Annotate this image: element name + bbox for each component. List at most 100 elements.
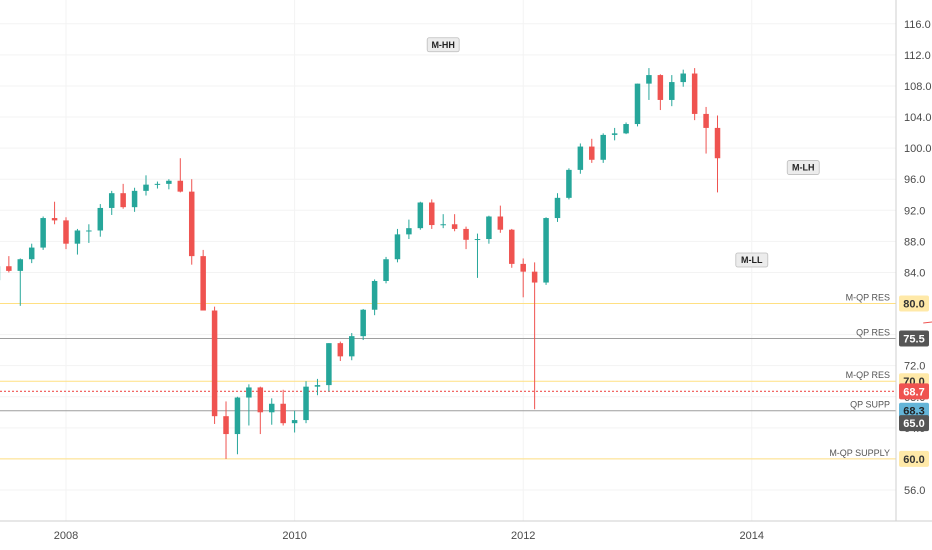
candle-body [246,387,252,398]
candle-body [543,218,549,283]
price-tag: 65.0 [903,418,924,430]
candle-body [394,234,401,260]
annotation-box [735,252,769,268]
y-tick-label: 72.0 [904,361,925,373]
axes [0,0,932,522]
candle-body [406,228,412,235]
price-tag-bg [899,330,929,347]
annotation-box [786,160,820,175]
price-tag-bg [899,383,929,400]
level-name: QP SUPP [850,400,890,410]
candle-body [440,224,446,226]
price-tag: 68.7 [903,386,924,398]
price-tag: 68.3 [903,406,924,418]
annotation-label: M-LL [741,255,763,265]
x-tick-label: 2012 [511,530,535,542]
price-tag: 80.0 [903,299,924,311]
candle-body [383,259,389,281]
y-tick-label: 104.0 [904,112,932,124]
candle-body [463,228,469,240]
drawings: M-HHM-LHM-LLM-LHM-LL [426,37,932,324]
x-tick-labels: 20082010201220142016201820202022 [54,530,764,542]
level-name: QP RES [856,327,890,337]
y-tick-label: 88.0 [904,236,925,248]
y-tick-label: 116.0 [904,19,931,31]
candle-body [74,230,81,244]
candle-body [120,193,126,208]
candle-body [314,385,321,387]
candle-body [657,75,664,100]
candle-body [28,247,35,260]
annotation-label: M-LH [792,163,815,173]
candle-body [669,82,675,100]
candle-body [486,216,492,240]
candle-body [691,73,698,114]
y-tick-label: 92.0 [904,205,925,217]
candle-body [417,202,424,229]
candle-body [554,197,561,219]
candle-body [166,180,172,184]
candle-body [223,416,229,435]
candle-body [291,420,298,424]
candle-body [680,73,686,83]
candle-body [234,397,241,435]
y-tick-label: 96.0 [904,174,925,186]
x-tick-label: 2010 [282,530,306,542]
candle-body [509,229,515,264]
price-tag-bg [899,402,929,419]
candle-body [451,224,458,229]
candle-body [63,220,69,244]
candle-body [177,180,184,192]
candle-body [280,403,286,424]
candle-body [360,309,366,337]
level-name: M-QP RES [846,293,890,303]
candlesticks [0,68,721,459]
candle-body [566,169,572,198]
price-levels: M-QP RES QP RES M-QP RES QP SUPP M-QP SUPPLY [0,293,896,460]
candle-body [86,230,92,232]
y-tick-label: 56.0 [904,485,925,497]
annotation-box [426,37,460,53]
candle-body [703,113,709,128]
candle-body [131,190,138,208]
candle-body [634,83,641,125]
candle-body [143,184,149,191]
candle-body [474,239,481,241]
candle-body [97,207,104,231]
y-tick-label: 112.0 [904,50,931,62]
candle-body [268,403,275,413]
candle-body [51,218,58,221]
candle-body [17,259,24,271]
x-tick-label: 2014 [740,530,764,542]
gridlines [0,0,896,521]
candle-body [429,202,435,226]
candle-body [200,256,206,311]
candle-body [326,343,332,386]
candle-body [589,146,595,160]
y-tick-label: 100.0 [904,143,932,155]
candle-body [714,127,721,159]
candle-body [108,193,115,208]
candle-body [520,263,526,272]
candle-body [188,191,195,257]
candle-body [40,218,46,248]
candle-body [646,75,652,84]
price-tag-bg [899,450,929,467]
candle-body [531,271,538,283]
candle-body [577,146,584,170]
candle-body [211,310,218,417]
annotation-label: M-HH [431,40,455,50]
candle-body [623,124,629,134]
candle-body [349,336,355,357]
candle-body [337,343,344,357]
price-tag-bg [899,295,929,312]
candle-body [6,266,12,271]
candle-body [611,133,618,135]
level-name: M-QP SUPPLY [829,448,890,458]
y-tick-label: 108.0 [904,81,932,93]
price-tag: 75.5 [903,333,924,345]
price-tag: 60.0 [903,454,924,466]
candle-body [257,387,264,413]
price-tag-bg [899,415,929,432]
